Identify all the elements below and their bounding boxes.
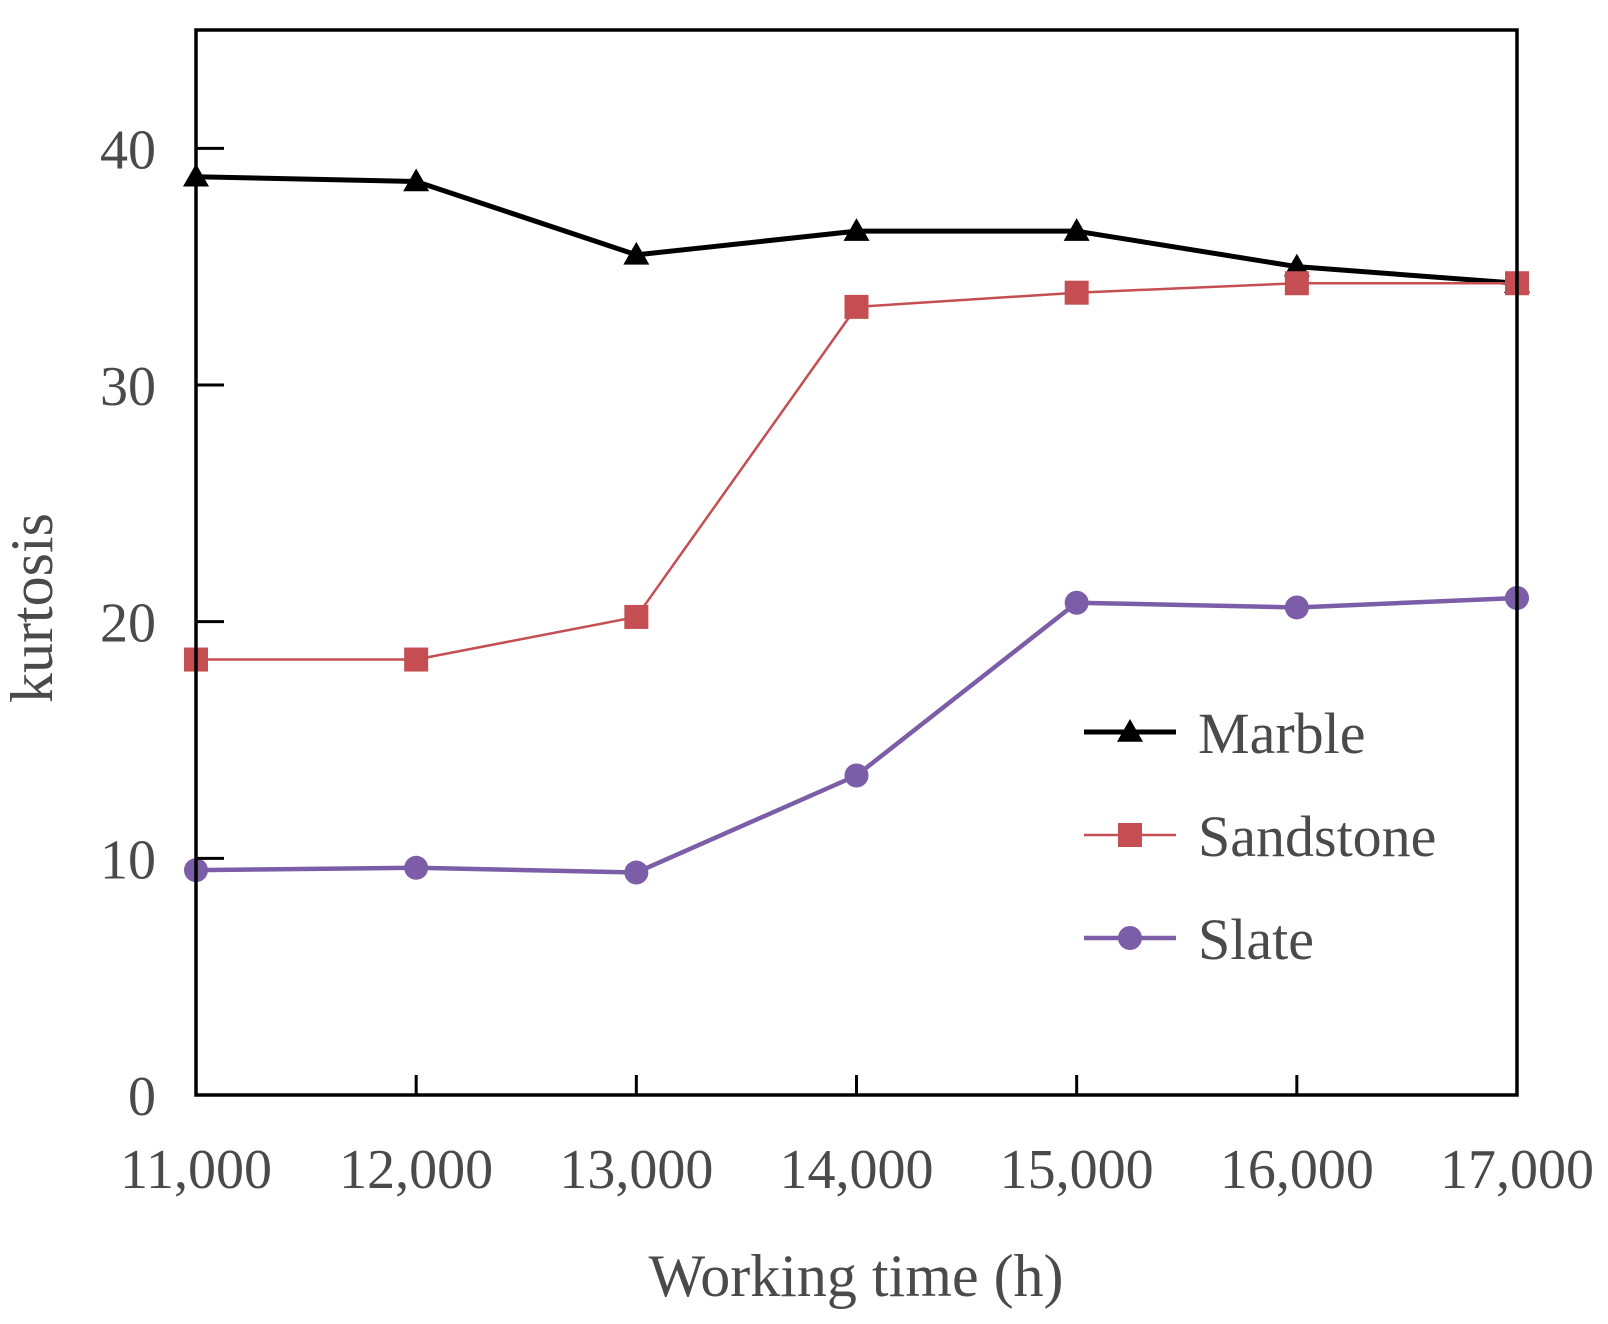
x-tick-label: 17,000 bbox=[1440, 1139, 1594, 1201]
slate-point bbox=[1064, 590, 1089, 615]
marble-point bbox=[1063, 218, 1090, 241]
sandstone-point bbox=[1064, 280, 1089, 305]
slate-point bbox=[844, 763, 869, 788]
legend-item-marble: Marble bbox=[1084, 701, 1366, 766]
series-layer bbox=[183, 163, 1530, 885]
y-axis-title: kurtosis bbox=[0, 513, 65, 703]
sandstone-point bbox=[1284, 271, 1309, 296]
x-tick-label: 12,000 bbox=[339, 1139, 493, 1201]
sandstone-series bbox=[184, 271, 1529, 672]
legend-marker-slate bbox=[1118, 926, 1142, 950]
plot-frame bbox=[194, 28, 1519, 1097]
x-tick-label: 14,000 bbox=[780, 1139, 934, 1201]
y-tick-label: 20 bbox=[100, 593, 156, 655]
legend-label-marble: Marble bbox=[1198, 701, 1366, 766]
legend: Marble Sandstone Slate bbox=[1084, 701, 1436, 972]
slate-point bbox=[624, 860, 649, 885]
x-axis-title: Working time (h) bbox=[648, 1243, 1063, 1309]
legend-label-slate: Slate bbox=[1198, 907, 1314, 972]
x-tick-label: 15,000 bbox=[1000, 1139, 1154, 1201]
x-tick-label: 16,000 bbox=[1220, 1139, 1374, 1201]
x-tick-label: 11,000 bbox=[120, 1139, 272, 1201]
sandstone-line bbox=[196, 281, 1517, 661]
legend-item-slate: Slate bbox=[1084, 907, 1314, 972]
slate-point bbox=[1284, 595, 1309, 620]
ticks-layer: 11,000 12,000 13,000 14,000 15,000 16,000 17,0… bbox=[100, 119, 1594, 1201]
x-tick-label: 13,000 bbox=[559, 1139, 713, 1201]
marble-point bbox=[843, 218, 870, 241]
legend-marker-sandstone bbox=[1118, 823, 1142, 847]
y-tick-label: 40 bbox=[100, 119, 156, 181]
marble-point bbox=[403, 168, 430, 192]
slate-point bbox=[404, 855, 429, 880]
legend-item-sandstone: Sandstone bbox=[1084, 804, 1436, 869]
legend-label-sandstone: Sandstone bbox=[1198, 804, 1436, 869]
sandstone-point bbox=[404, 647, 429, 672]
y-tick-label: 30 bbox=[100, 356, 156, 418]
marble-series bbox=[183, 163, 1530, 293]
slate-series bbox=[184, 586, 1529, 885]
sandstone-point bbox=[624, 604, 649, 629]
marble-point bbox=[623, 241, 650, 265]
sandstone-point bbox=[844, 294, 869, 319]
marble-point bbox=[1283, 253, 1310, 277]
y-tick-label: 10 bbox=[100, 829, 156, 891]
legend-marker-marble bbox=[1117, 719, 1143, 742]
y-tick-label: 0 bbox=[128, 1066, 156, 1128]
